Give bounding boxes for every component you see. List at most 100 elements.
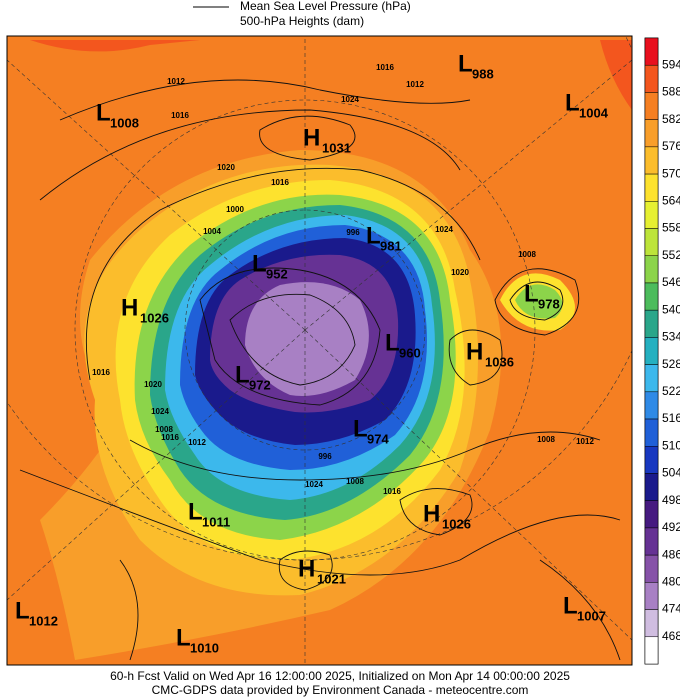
colorbar-label: 570 <box>662 166 680 180</box>
colorbar-label: 516 <box>662 411 680 425</box>
isobar-label: 996 <box>346 228 360 237</box>
colorbar-label: 588 <box>662 85 680 99</box>
colorbar-box <box>644 37 659 66</box>
center-symbol: L <box>565 89 580 116</box>
isobar-label: 1008 <box>155 425 173 434</box>
center-value: 1036 <box>485 354 514 369</box>
center-symbol: H <box>303 124 320 151</box>
center-value: 1010 <box>190 640 219 655</box>
center-value: 1004 <box>579 105 609 120</box>
footer-line1: 60-h Fcst Valid on Wed Apr 16 12:00:00 2… <box>110 669 570 683</box>
isobar-label: 1024 <box>341 95 359 104</box>
center-value: 1026 <box>442 516 471 531</box>
center-symbol: L <box>353 415 368 442</box>
colorbar-label: 480 <box>662 575 680 589</box>
colorbar-box <box>644 146 659 175</box>
center-symbol: L <box>366 222 381 249</box>
center-value: 1031 <box>322 140 351 155</box>
center-value: 960 <box>399 345 421 360</box>
isobar-label: 1024 <box>435 225 453 234</box>
isobar-label: 1016 <box>92 368 110 377</box>
colorbar-box <box>644 418 659 447</box>
center-symbol: L <box>563 592 578 619</box>
center-symbol: L <box>252 250 267 277</box>
center-symbol: L <box>15 597 30 624</box>
center-symbol: H <box>466 338 483 365</box>
center-value: 981 <box>380 238 402 253</box>
isobar-label: 1008 <box>537 435 555 444</box>
isobar-label: 1012 <box>188 438 206 447</box>
center-symbol: L <box>385 329 400 356</box>
map-frame <box>6 35 633 666</box>
colorbar-box <box>644 201 659 229</box>
colorbar-label: 534 <box>662 330 680 344</box>
colorbar-label: 486 <box>662 547 680 561</box>
center-value: 952 <box>266 266 288 281</box>
colorbar-box <box>644 92 659 120</box>
isobar-label: 1020 <box>451 268 469 277</box>
isobar-label: 1012 <box>167 77 185 86</box>
isobar-label: 1000 <box>226 205 244 214</box>
center-value: 972 <box>249 377 271 392</box>
colorbar-box <box>644 500 659 529</box>
colorbar-box <box>644 609 659 638</box>
center-symbol: H <box>423 500 440 527</box>
isobar-label: 1016 <box>171 111 189 120</box>
colorbar-label: 498 <box>662 493 680 507</box>
isobar-label: 1016 <box>376 63 394 72</box>
legend-heights: 500-hPa Heights (dam) <box>240 14 364 28</box>
center-symbol: L <box>235 361 250 388</box>
center-symbol: H <box>298 555 315 582</box>
center-symbol: L <box>524 280 539 307</box>
isobar-label: 1016 <box>383 487 401 496</box>
colorbar-box <box>644 64 659 93</box>
isobar-label: 996 <box>318 452 332 461</box>
footer-line2: CMC-GDPS data provided by Environment Ca… <box>152 683 529 697</box>
center-value: 978 <box>538 296 560 311</box>
colorbar-box <box>644 173 659 202</box>
center-symbol: L <box>188 498 203 525</box>
legend-pressure: Mean Sea Level Pressure (hPa) <box>240 0 411 13</box>
colorbar-box <box>644 582 659 610</box>
isobar-label: 1016 <box>161 433 179 442</box>
colorbar-label: 552 <box>662 248 680 262</box>
colorbar-label: 522 <box>662 384 680 398</box>
colorbar-box <box>644 228 659 256</box>
colorbar-label: 540 <box>662 302 680 316</box>
colorbar-box <box>644 337 659 365</box>
isobar-label: 1004 <box>203 227 221 236</box>
colorbar-label: 468 <box>662 629 680 643</box>
colorbar-box <box>644 309 659 338</box>
colorbar-label: 510 <box>662 438 680 452</box>
center-symbol: L <box>96 99 111 126</box>
center-value: 1007 <box>577 608 606 623</box>
colorbar-box <box>644 527 659 556</box>
center-value: 974 <box>367 431 389 446</box>
colorbar-box <box>644 554 659 583</box>
center-value: 1012 <box>29 613 58 628</box>
colorbar-box <box>644 119 659 148</box>
colorbar-label: 504 <box>662 466 680 480</box>
colorbar-label: 594 <box>662 57 680 71</box>
colorbar-box <box>644 282 659 311</box>
colorbar-box <box>644 255 659 284</box>
map <box>7 36 632 665</box>
isobar-label: 1020 <box>144 380 162 389</box>
isobar-label: 1012 <box>576 437 594 446</box>
colorbar-box <box>644 636 659 665</box>
isobar-label: 1008 <box>346 477 364 486</box>
isobar-label: 1020 <box>217 163 235 172</box>
colorbar-label: 474 <box>662 602 680 616</box>
colorbar-box <box>644 473 659 501</box>
center-value: 1011 <box>202 514 230 529</box>
colorbar-box <box>644 364 659 393</box>
isobar-label: 1008 <box>518 250 536 259</box>
center-value: 1026 <box>140 310 169 325</box>
center-value: 1021 <box>317 571 346 586</box>
isobar-label: 1024 <box>305 480 323 489</box>
colorbar-label: 528 <box>662 357 680 371</box>
colorbar-label: 546 <box>662 275 680 289</box>
center-symbol: L <box>176 624 191 651</box>
colorbar-label: 582 <box>662 112 680 126</box>
